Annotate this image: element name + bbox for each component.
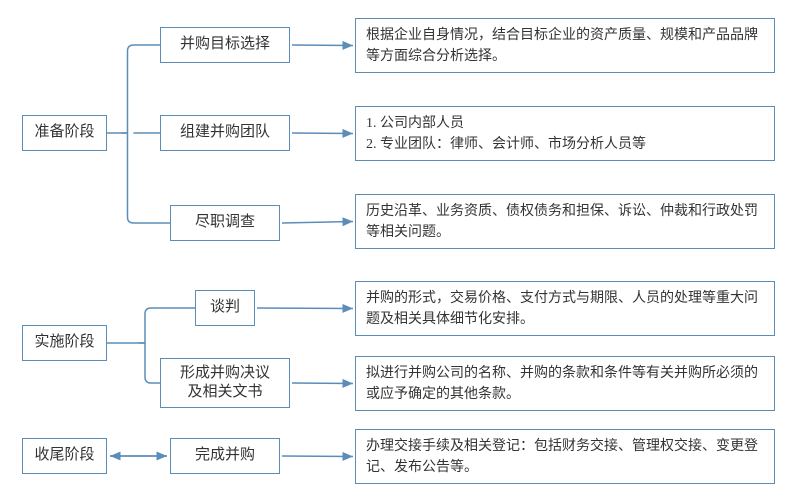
- item-box: 组建并购团队: [160, 115, 290, 151]
- desc-box: 根据企业自身情况，结合目标企业的资产质量、规模和产品品牌等方面综合分析选择。: [355, 18, 775, 73]
- phase-box: 准备阶段: [22, 115, 107, 151]
- desc-box: 拟进行并购公司的名称、并购的条款和条件等有关并购所必须的或应予确定的其他条款。: [355, 356, 775, 411]
- item-box: 完成并购: [170, 438, 280, 474]
- desc-box: 1. 公司内部人员2. 专业团队：律师、会计师、市场分析人员等: [355, 106, 775, 161]
- desc-box: 办理交接手续及相关登记：包括财务交接、管理权交接、变更登记、发布公告等。: [355, 429, 775, 484]
- item-box: 形成并购决议及相关文书: [160, 358, 290, 408]
- item-box: 尽职调查: [170, 205, 280, 241]
- desc-box: 并购的形式，交易价格、支付方式与期限、人员的处理等重大问题及相关具体细节化安排。: [355, 281, 775, 336]
- item-box: 谈判: [195, 290, 255, 326]
- phase-box: 实施阶段: [22, 325, 107, 361]
- phase-box: 收尾阶段: [22, 438, 107, 474]
- connector-layer: [0, 0, 798, 500]
- desc-box: 历史沿革、业务资质、债权债务和担保、诉讼、仲裁和行政处罚等相关问题。: [355, 194, 775, 249]
- item-box: 并购目标选择: [160, 27, 290, 63]
